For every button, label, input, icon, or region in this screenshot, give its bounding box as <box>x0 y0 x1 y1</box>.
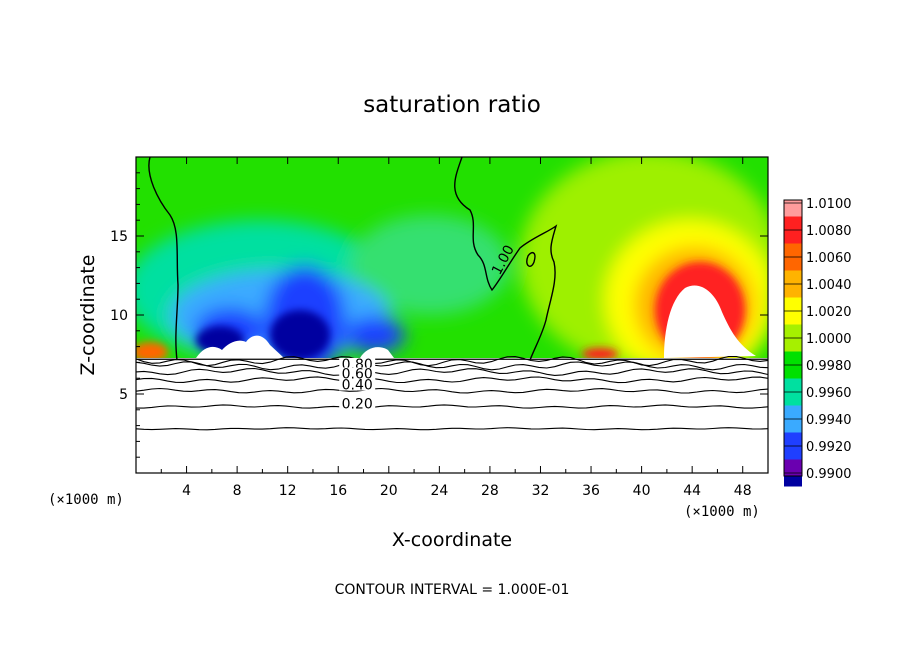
y-tick-label: 15 <box>110 229 128 245</box>
x-tick-label: 8 <box>233 483 242 499</box>
colorbar-label: 1.0060 <box>806 251 852 266</box>
colorbar-label: 0.9920 <box>806 440 852 455</box>
y-axis-title: Z-coordinate <box>77 255 99 376</box>
contour-line <box>135 387 769 394</box>
contour-label-bg <box>339 378 376 391</box>
contour-line <box>136 404 769 409</box>
x-tick-label: 44 <box>683 483 701 499</box>
y-tick-label: 5 <box>119 387 128 403</box>
colorbar-label: 0.9960 <box>806 386 852 401</box>
colorbar-label: 1.0020 <box>806 305 852 320</box>
y-axis-ticks: 5 10 15 <box>110 172 768 458</box>
colorbar-swatch <box>784 459 802 476</box>
x-tick-label: 12 <box>279 483 297 499</box>
contour-1-00 <box>148 157 558 361</box>
colorbar-label: 1.0100 <box>806 197 852 212</box>
contour-interval-note: CONTOUR INTERVAL = 1.000E-01 <box>335 582 570 598</box>
x-axis-ticks: 4 8 12 16 20 24 28 32 36 40 44 48 <box>160 157 752 499</box>
x-tick-label: 48 <box>734 483 752 499</box>
contour-line <box>135 367 769 376</box>
x-tick-label: 4 <box>182 483 191 499</box>
contour-line <box>135 361 769 371</box>
x-axis-title: X-coordinate <box>392 529 512 551</box>
contour-label-bg <box>339 357 376 370</box>
contour-line <box>135 355 769 367</box>
colorbar-label: 1.0080 <box>806 224 852 239</box>
x-tick-label: 32 <box>532 483 550 499</box>
x-tick-label: 40 <box>633 483 651 499</box>
low-contours <box>135 355 769 431</box>
colorbar-label: 0.9980 <box>806 359 852 374</box>
colorbar-swatch <box>784 200 802 217</box>
contour-label: 0.40 <box>342 378 373 394</box>
colorbar-label: 0.9900 <box>806 467 852 482</box>
contour-label-bg <box>339 367 376 380</box>
x-tick-label: 16 <box>329 483 347 499</box>
colorbar-label: 0.9940 <box>806 413 852 428</box>
x-unit-left: (×1000 m) <box>48 492 124 508</box>
contour-label-bg <box>339 397 376 410</box>
chart-title: saturation ratio <box>363 92 541 118</box>
contour-labels: 1.000.800.600.400.20 <box>339 243 518 412</box>
saturation-field <box>136 157 768 473</box>
x-unit-right: (×1000 m) <box>684 504 760 520</box>
x-tick-label: 24 <box>430 483 448 499</box>
x-tick-label: 20 <box>380 483 398 499</box>
y-tick-label: 10 <box>110 308 128 324</box>
contour-label: 0.20 <box>342 396 373 412</box>
x-tick-label: 36 <box>582 483 600 499</box>
colorbar: 1.0100 1.0080 1.0060 1.0040 1.0020 1.0000 0.99… <box>783 197 852 487</box>
contour-label: 0.60 <box>342 366 373 382</box>
colorbar-label: 1.0040 <box>806 278 852 293</box>
contour-line <box>135 376 769 384</box>
colorbar-label: 1.0000 <box>806 332 852 347</box>
x-tick-label: 28 <box>481 483 499 499</box>
contour-line <box>135 427 769 431</box>
